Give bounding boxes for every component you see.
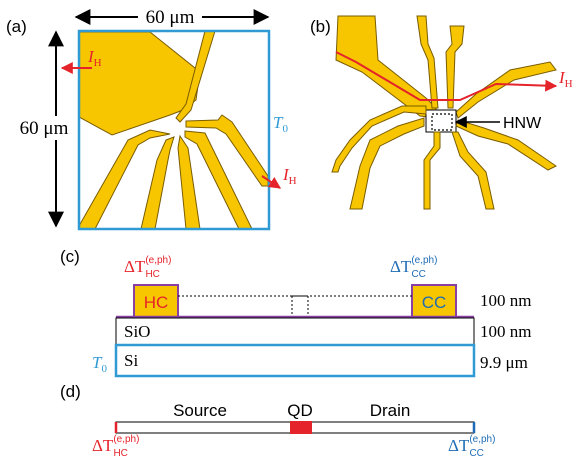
heat-current-out-label: IH bbox=[282, 165, 297, 187]
silicon-thickness: 9.9 μm bbox=[480, 353, 528, 372]
oxide-layer bbox=[115, 317, 475, 346]
device-contacts-a bbox=[78, 30, 269, 230]
contact-a-5 bbox=[140, 136, 175, 230]
delta-t-hot-label-d: ΔT(e,ph) HC bbox=[92, 434, 139, 459]
width-label-bg bbox=[138, 5, 202, 27]
contact-a-2 bbox=[185, 114, 269, 187]
panel-b-label: (b) bbox=[310, 17, 331, 36]
width-label: 60 μm bbox=[146, 7, 195, 28]
panel-a: (a) 60 μm 60 μm IH IH T0 bbox=[6, 5, 297, 231]
delta-t-cold-label-d: ΔT(e,ph) CC bbox=[448, 434, 495, 459]
source-label: Source bbox=[173, 401, 227, 420]
hot-contact-label: HC bbox=[144, 293, 169, 312]
oxide-layer-label: SiO bbox=[124, 322, 150, 341]
height-label-bg bbox=[12, 116, 76, 140]
drain-label: Drain bbox=[370, 401, 411, 420]
nanowire-label: HNW bbox=[503, 115, 542, 132]
bath-temperature-label-a: T0 bbox=[273, 113, 288, 135]
heat-current-path-start bbox=[335, 51, 345, 57]
heat-current-in-label: IH bbox=[87, 47, 102, 69]
panel-c-label: (c) bbox=[60, 247, 80, 266]
heat-current-out-arrow bbox=[261, 175, 281, 189]
qd-label: QD bbox=[287, 401, 313, 420]
hot-contact-block bbox=[133, 284, 179, 318]
panel-a-label: (a) bbox=[6, 17, 27, 36]
nanowire-outline bbox=[431, 113, 453, 131]
sample-boundary bbox=[77, 29, 271, 231]
panel-b: (b) IH HNW bbox=[310, 15, 573, 210]
height-label: 60 μm bbox=[20, 118, 69, 139]
delta-t-cold-label-c: ΔT(e,ph) CC bbox=[390, 255, 437, 280]
silicon-layer-label: Si bbox=[124, 351, 138, 370]
quantum-dot bbox=[290, 421, 312, 434]
panel-c: (c) ΔT(e,ph) HC ΔT(e,ph) CC HC CC SiO Si T… bbox=[60, 247, 531, 378]
contact-b-top-2 bbox=[445, 25, 465, 109]
contact-b-left bbox=[331, 105, 427, 173]
delta-t-hot-label-c: ΔT(e,ph) HC bbox=[124, 255, 171, 280]
oxide-thickness: 100 nm bbox=[480, 322, 531, 341]
cold-contact-label: CC bbox=[422, 293, 447, 312]
device-contacts-b bbox=[331, 15, 557, 210]
nanowire-gap bbox=[425, 109, 457, 133]
heat-current-path bbox=[343, 55, 558, 101]
panel-d-label: (d) bbox=[60, 382, 81, 401]
heat-current-label-b: IH bbox=[558, 68, 573, 90]
cold-contact-block bbox=[411, 284, 457, 318]
nanowire-dashed-box bbox=[291, 295, 309, 318]
contact-b-right-upper bbox=[455, 61, 557, 119]
contact-b-top-1 bbox=[416, 15, 439, 109]
contact-a-4 bbox=[177, 134, 201, 230]
contact-b-bottom-left bbox=[349, 117, 425, 210]
contact-b-bottom-mid bbox=[423, 131, 441, 210]
panel-d: (d) Source QD Drain ΔT(e,ph) HC ΔT(e,ph) C… bbox=[60, 382, 495, 459]
bath-temperature-label-c: T0 bbox=[92, 353, 107, 375]
silicon-layer bbox=[114, 343, 476, 378]
contact-b-bottom-right bbox=[451, 131, 495, 210]
metal-thickness: 100 nm bbox=[480, 291, 531, 310]
